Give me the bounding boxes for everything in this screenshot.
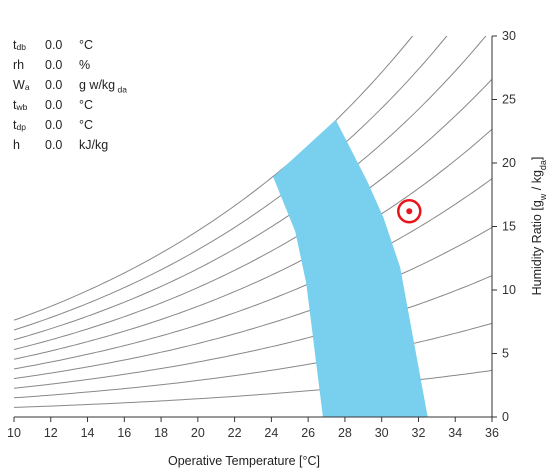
y-tick-label: 20 — [502, 156, 516, 170]
readout-symbol: tdb — [13, 38, 26, 52]
readout-row: Wa 0.0 g w/kg da — [13, 75, 127, 95]
psychrometric-readout: tdb 0.0 °C rh 0.0% Wa 0.0 g w/kg da twb 0.0 °C tdp 0… — [13, 35, 127, 155]
x-tick-label: 22 — [228, 426, 242, 440]
rh-curve-80 — [14, 36, 487, 341]
readout-row: twb 0.0 °C — [13, 95, 127, 115]
readout-symbol: rh — [13, 58, 25, 72]
y-tick-label: 5 — [502, 347, 509, 361]
x-tick-label: 24 — [264, 426, 278, 440]
rh-curve-90 — [14, 36, 448, 331]
rh-curve-40 — [14, 226, 492, 380]
y-tick-label: 0 — [502, 410, 509, 424]
x-tick-label: 18 — [154, 426, 168, 440]
readout-unit: g w/kg da — [79, 78, 127, 95]
readout-value: 0.0 — [45, 58, 63, 72]
readout-value: 0.0 — [45, 78, 63, 92]
readout-row: tdp 0.0 °C — [13, 115, 127, 135]
x-tick-label: 32 — [412, 426, 426, 440]
readout-symbol: tdp — [13, 118, 26, 132]
y-tick-label: 30 — [502, 29, 516, 43]
x-tick-label: 34 — [448, 426, 462, 440]
x-tick-label: 30 — [375, 426, 389, 440]
rh-curve-30 — [14, 275, 492, 389]
rh-curve-100 — [14, 36, 414, 321]
rh-curve-70 — [14, 78, 492, 350]
x-tick-label: 14 — [81, 426, 95, 440]
readout-unit: kJ/kg — [79, 138, 109, 152]
readout-row: tdb 0.0 °C — [13, 35, 127, 55]
readout-symbol: Wa — [13, 78, 30, 92]
readout-value: 0.0 — [45, 38, 63, 52]
y-axis-ticks: 0 5 10 15 20 25 30 — [492, 29, 516, 424]
x-tick-label: 16 — [117, 426, 131, 440]
rh-curves — [14, 36, 492, 408]
y-tick-label: 10 — [502, 283, 516, 297]
comfort-zone — [273, 119, 428, 417]
rh-curve-50 — [14, 178, 492, 370]
readout-symbol: h — [13, 138, 20, 152]
comfort-zone-polygon — [273, 119, 428, 417]
x-tick-label: 36 — [485, 426, 499, 440]
readout-value: 0.0 — [45, 98, 63, 112]
readout-unit: % — [79, 58, 91, 72]
readout-unit: °C — [79, 38, 94, 52]
y-tick-label: 15 — [502, 220, 516, 234]
x-tick-label: 12 — [44, 426, 58, 440]
state-point-marker[interactable] — [397, 199, 422, 224]
rh-curve-60 — [14, 128, 492, 360]
x-axis-title: Operative Temperature [°C] — [168, 454, 320, 468]
x-axis-ticks: 10 12 14 16 18 20 22 24 26 28 30 32 34 36 — [7, 417, 499, 440]
marker-dot[interactable] — [406, 208, 413, 215]
x-tick-label: 10 — [7, 426, 21, 440]
y-axis-title: Humidity Ratio [gw / kgda] — [530, 157, 548, 296]
readout-value: 0.0 — [45, 118, 63, 132]
readout-row: rh 0.0% — [13, 55, 127, 75]
readout-value: 0.0 — [45, 138, 63, 152]
readout-unit: °C — [79, 98, 94, 112]
y-tick-label: 25 — [502, 93, 516, 107]
marker-ring[interactable] — [397, 199, 422, 224]
readout-row: h 0.0 kJ/kg — [13, 135, 127, 155]
x-tick-label: 20 — [191, 426, 205, 440]
x-tick-label: 26 — [301, 426, 315, 440]
readout-symbol: twb — [13, 98, 28, 112]
x-tick-label: 28 — [338, 426, 352, 440]
readout-unit: °C — [79, 118, 94, 132]
